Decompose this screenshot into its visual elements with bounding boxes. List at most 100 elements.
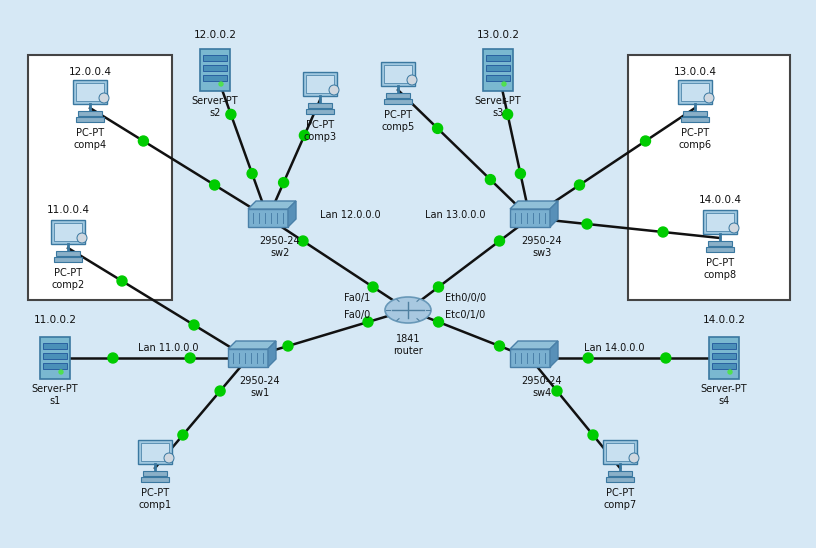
FancyBboxPatch shape xyxy=(683,111,707,116)
Text: Server-PT
s4: Server-PT s4 xyxy=(701,384,747,407)
FancyBboxPatch shape xyxy=(606,477,634,482)
Circle shape xyxy=(99,93,109,103)
Text: 14.0.0.4: 14.0.0.4 xyxy=(698,195,742,205)
Circle shape xyxy=(278,178,289,187)
Text: PC-PT
comp6: PC-PT comp6 xyxy=(678,128,712,150)
Polygon shape xyxy=(510,341,558,349)
Polygon shape xyxy=(550,201,558,227)
Text: PC-PT
comp4: PC-PT comp4 xyxy=(73,128,107,150)
FancyBboxPatch shape xyxy=(681,83,709,101)
Circle shape xyxy=(407,75,417,85)
FancyBboxPatch shape xyxy=(608,471,632,476)
FancyBboxPatch shape xyxy=(51,220,85,244)
Text: 12.0.0.4: 12.0.0.4 xyxy=(69,67,112,77)
Circle shape xyxy=(164,453,174,463)
Circle shape xyxy=(178,430,188,440)
FancyBboxPatch shape xyxy=(712,343,736,349)
Text: 13.0.0.2: 13.0.0.2 xyxy=(477,30,520,40)
Circle shape xyxy=(283,341,293,351)
Text: PC-PT
comp7: PC-PT comp7 xyxy=(603,488,636,510)
FancyBboxPatch shape xyxy=(712,353,736,359)
Circle shape xyxy=(729,223,739,233)
Text: PC-PT
comp2: PC-PT comp2 xyxy=(51,268,85,290)
Polygon shape xyxy=(228,341,276,349)
FancyBboxPatch shape xyxy=(203,55,227,61)
FancyBboxPatch shape xyxy=(703,210,737,234)
Text: Etc0/1/0: Etc0/1/0 xyxy=(445,310,486,320)
Text: 11.0.0.4: 11.0.0.4 xyxy=(47,205,90,215)
FancyBboxPatch shape xyxy=(40,337,70,379)
Circle shape xyxy=(59,370,63,374)
Text: PC-PT
comp3: PC-PT comp3 xyxy=(304,120,336,142)
FancyBboxPatch shape xyxy=(303,72,337,96)
Circle shape xyxy=(516,169,526,179)
Circle shape xyxy=(582,219,592,229)
FancyBboxPatch shape xyxy=(56,251,80,256)
Circle shape xyxy=(494,341,504,351)
Circle shape xyxy=(641,136,650,146)
FancyBboxPatch shape xyxy=(386,93,410,98)
FancyBboxPatch shape xyxy=(486,55,510,61)
Circle shape xyxy=(658,227,668,237)
FancyBboxPatch shape xyxy=(681,117,709,122)
FancyBboxPatch shape xyxy=(628,55,790,300)
Polygon shape xyxy=(550,341,558,367)
Circle shape xyxy=(219,82,223,86)
Text: PC-PT
comp5: PC-PT comp5 xyxy=(381,110,415,133)
FancyBboxPatch shape xyxy=(708,241,732,246)
FancyBboxPatch shape xyxy=(200,49,230,91)
Circle shape xyxy=(728,370,732,374)
FancyBboxPatch shape xyxy=(203,65,227,71)
FancyBboxPatch shape xyxy=(709,337,739,379)
Circle shape xyxy=(432,123,442,133)
Polygon shape xyxy=(288,201,296,227)
Text: 12.0.0.2: 12.0.0.2 xyxy=(193,30,237,40)
Circle shape xyxy=(329,85,339,95)
Circle shape xyxy=(247,169,257,179)
Text: 14.0.0.2: 14.0.0.2 xyxy=(703,315,746,325)
FancyBboxPatch shape xyxy=(141,443,169,461)
FancyBboxPatch shape xyxy=(43,353,67,359)
Text: Lan 12.0.0.0: Lan 12.0.0.0 xyxy=(320,210,380,220)
FancyBboxPatch shape xyxy=(73,80,107,104)
Circle shape xyxy=(226,110,236,119)
Circle shape xyxy=(363,317,373,327)
Text: Fa0/0: Fa0/0 xyxy=(344,310,370,320)
Text: 11.0.0.2: 11.0.0.2 xyxy=(33,315,77,325)
Circle shape xyxy=(661,353,671,363)
FancyBboxPatch shape xyxy=(678,80,712,104)
Circle shape xyxy=(503,110,512,119)
Circle shape xyxy=(77,233,87,243)
Text: Lan 13.0.0.0: Lan 13.0.0.0 xyxy=(425,210,486,220)
Polygon shape xyxy=(248,201,296,209)
FancyBboxPatch shape xyxy=(706,247,734,252)
Circle shape xyxy=(185,353,195,363)
Circle shape xyxy=(189,320,199,330)
Text: 13.0.0.4: 13.0.0.4 xyxy=(673,67,716,77)
Text: PC-PT
comp8: PC-PT comp8 xyxy=(703,258,737,281)
FancyBboxPatch shape xyxy=(203,75,227,81)
FancyBboxPatch shape xyxy=(486,65,510,71)
Text: Lan 11.0.0.0: Lan 11.0.0.0 xyxy=(138,343,198,353)
Circle shape xyxy=(139,136,149,146)
Circle shape xyxy=(433,282,444,292)
FancyBboxPatch shape xyxy=(138,440,172,464)
Circle shape xyxy=(215,386,225,396)
Polygon shape xyxy=(268,341,276,367)
Circle shape xyxy=(108,353,118,363)
Polygon shape xyxy=(510,201,558,209)
Circle shape xyxy=(588,430,598,440)
FancyBboxPatch shape xyxy=(510,349,550,367)
FancyBboxPatch shape xyxy=(54,257,82,262)
Text: PC-PT
comp1: PC-PT comp1 xyxy=(139,488,171,510)
FancyBboxPatch shape xyxy=(306,75,334,93)
FancyBboxPatch shape xyxy=(381,62,415,86)
Circle shape xyxy=(210,180,220,190)
Text: 2950-24
sw3: 2950-24 sw3 xyxy=(521,236,562,259)
FancyBboxPatch shape xyxy=(486,75,510,81)
Text: Fa0/1: Fa0/1 xyxy=(344,293,370,303)
FancyBboxPatch shape xyxy=(78,111,102,116)
Ellipse shape xyxy=(385,297,431,323)
Text: Server-PT
s1: Server-PT s1 xyxy=(32,384,78,407)
FancyBboxPatch shape xyxy=(54,223,82,241)
